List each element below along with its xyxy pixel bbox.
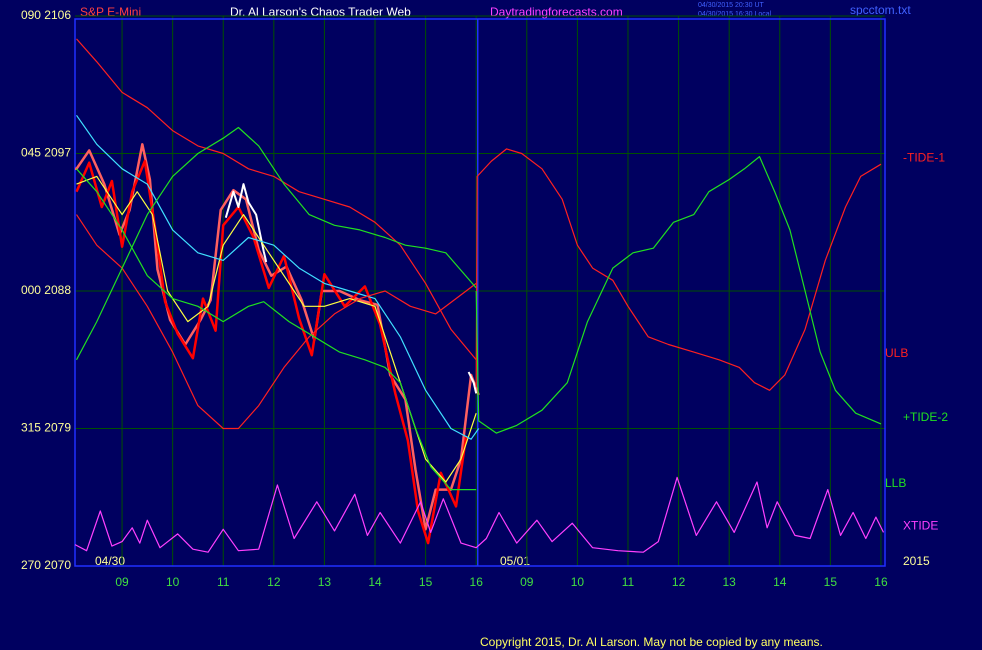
y-tick-label: 270 2070 xyxy=(21,558,71,572)
x-tick-label: 10 xyxy=(166,575,180,589)
plot-border xyxy=(74,18,886,567)
x-tick-label: 14 xyxy=(773,575,787,589)
y-tick-label: 315 2079 xyxy=(21,421,71,435)
year-label: 2015 xyxy=(903,554,930,568)
copyright: Copyright 2015, Dr. Al Larson. May not b… xyxy=(480,635,823,649)
timestamp: 04/30/2015 16:30 Local xyxy=(698,11,772,18)
x-tick-label: 13 xyxy=(722,575,736,589)
x-tick-label: 13 xyxy=(318,575,332,589)
series-line xyxy=(475,148,882,391)
series-label: ULB xyxy=(885,346,908,360)
symbol: S&P E-Mini xyxy=(80,5,141,19)
filename: spcctom.txt xyxy=(850,3,911,17)
series-label: LLB xyxy=(885,476,906,490)
series-line xyxy=(76,214,477,430)
x-tick-label: 09 xyxy=(520,575,534,589)
timestamp: 04/30/2015 20:30 UT xyxy=(698,2,764,9)
series-line xyxy=(74,476,885,553)
date-label: 04/30 xyxy=(95,554,125,568)
series-line xyxy=(76,168,477,491)
series-line xyxy=(75,159,468,545)
x-tick-label: 16 xyxy=(470,575,484,589)
x-tick-label: 14 xyxy=(368,575,382,589)
series-line xyxy=(76,38,477,361)
series-line xyxy=(475,156,882,434)
y-tick-label: 045 2097 xyxy=(21,146,71,160)
series-line xyxy=(76,114,480,440)
x-tick-label: 12 xyxy=(672,575,686,589)
website: Daytradingforecasts.com xyxy=(490,5,623,19)
series-label: +TIDE-2 xyxy=(903,410,948,424)
x-tick-label: 15 xyxy=(824,575,838,589)
x-tick-label: 16 xyxy=(874,575,888,589)
x-tick-label: 12 xyxy=(267,575,281,589)
x-tick-label: 11 xyxy=(622,575,635,589)
series-label: XTIDE xyxy=(903,519,938,533)
y-tick-label: 090 2106 xyxy=(21,8,71,22)
chart-title: Dr. Al Larson's Chaos Trader Web xyxy=(230,5,411,19)
x-tick-label: 09 xyxy=(115,575,129,589)
x-tick-label: 10 xyxy=(571,575,585,589)
series-label: -TIDE-1 xyxy=(903,150,945,164)
date-label: 05/01 xyxy=(500,554,530,568)
x-tick-label: 15 xyxy=(419,575,433,589)
x-tick-label: 11 xyxy=(217,575,230,589)
y-tick-label: 000 2088 xyxy=(21,283,71,297)
series-line xyxy=(224,183,478,394)
series-line xyxy=(75,126,477,361)
